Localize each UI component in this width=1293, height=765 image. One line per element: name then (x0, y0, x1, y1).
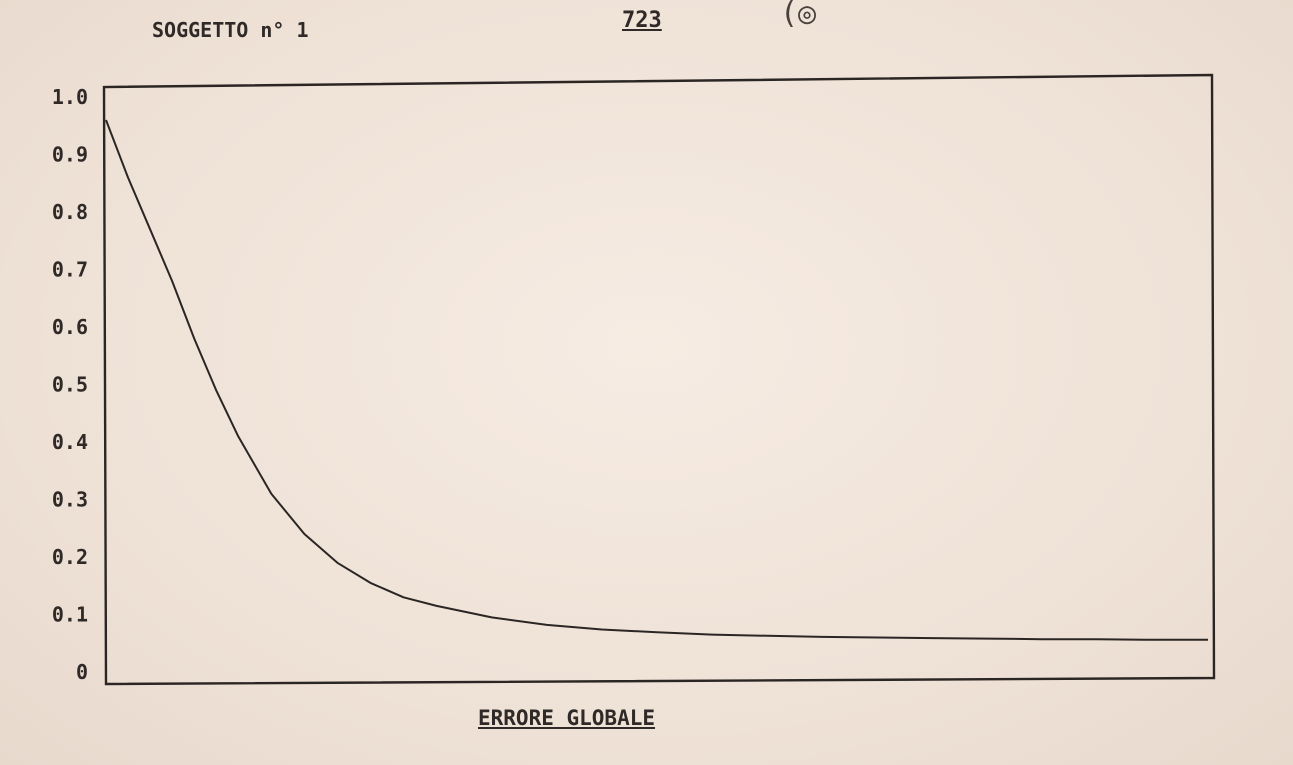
y-tick-label: 0.3 (52, 488, 88, 512)
y-tick-label: 0 (76, 660, 88, 684)
chart-axes (102, 73, 1216, 686)
y-tick-labels: 1.0 0.9 0.8 0.7 0.6 0.5 0.4 0.3 0.2 0.1 0 (52, 85, 88, 684)
y-tick-label: 1.0 (52, 85, 88, 109)
subject-label: SOGGETTO n° 1 (152, 18, 309, 42)
y-tick-label: 0.1 (52, 603, 88, 627)
chart-series (105, 119, 1208, 641)
series-line (105, 119, 1208, 641)
handwritten-mark: (◎ (780, 0, 817, 31)
y-tick-label: 0.8 (52, 200, 88, 224)
y-tick-label: 0.9 (52, 143, 88, 167)
y-tick-label: 0.4 (52, 430, 88, 454)
y-tick-label: 0.6 (52, 315, 88, 339)
y-tick-label: 0.2 (52, 545, 88, 569)
y-tick-label: 0.7 (52, 258, 88, 282)
page-number: 723 (622, 8, 662, 33)
x-axis-label: ERRORE GLOBALE (478, 706, 656, 730)
y-tick-label: 0.5 (52, 373, 88, 397)
plot-frame (102, 73, 1216, 686)
